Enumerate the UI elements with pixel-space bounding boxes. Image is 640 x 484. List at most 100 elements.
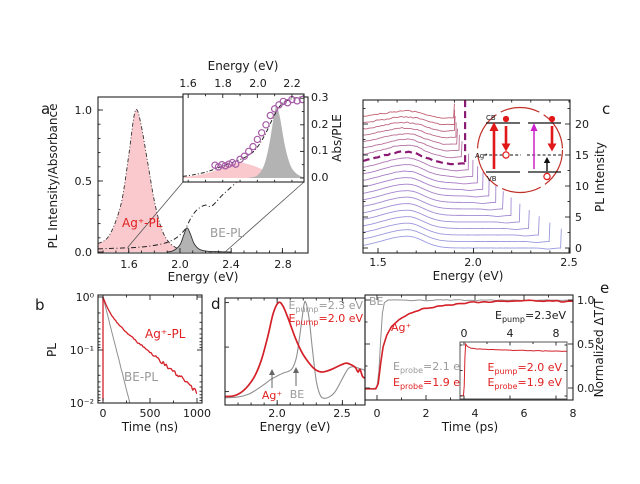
panel-a-inset-ytick-0_2: 0.2 xyxy=(311,118,329,131)
panel-e-inset-probe19-label: Eprobe=1.9 eV xyxy=(487,376,562,391)
panel-b-xlabel: Time (ns) xyxy=(121,420,178,434)
panel-e-inset-pump20-label: Epump=2.0 eV xyxy=(488,361,563,376)
ple-data-circle xyxy=(225,160,233,168)
waterfall-curve xyxy=(363,228,562,250)
panel-d-xtick-2: 2.5 xyxy=(333,407,351,420)
waterfall-curve xyxy=(363,122,457,139)
panel-c-letter: c xyxy=(602,100,610,118)
electron-dot-right xyxy=(548,115,556,123)
electron-dot-left xyxy=(502,115,510,123)
waterfall-curve xyxy=(363,209,530,230)
waterfall-curve xyxy=(363,203,521,224)
panel-d-plot-content xyxy=(225,300,365,399)
panel-a-xtick-3: 2.4 xyxy=(222,258,240,271)
ag-kinetics-curve xyxy=(365,299,573,390)
panel-a-xlabel: Energy (eV) xyxy=(168,270,239,284)
relax-arrowhead-right xyxy=(547,143,557,152)
panel-b-ytick-3: 10⁻² xyxy=(70,397,94,410)
panel-e-xtick-2: 2 xyxy=(423,407,430,420)
panel-d-ag-label: Ag⁺ xyxy=(262,389,283,402)
panel-d-xlabel: Energy (eV) xyxy=(260,420,331,434)
panel-b-letter: b xyxy=(35,296,45,314)
panel-a: a PL Intensity/Absorbance 1.0 0.5 0.0 1.… xyxy=(41,59,344,284)
panel-d-xtick-1: 2.0 xyxy=(268,407,286,420)
excite-arrowhead-left xyxy=(489,122,499,131)
panel-a-ag-pl-label: Ag⁺-PL xyxy=(122,216,163,230)
waterfall-curve xyxy=(363,128,458,145)
panel-e-letter: e xyxy=(600,279,609,297)
be-arrowhead xyxy=(293,367,299,373)
ple-data-circle xyxy=(257,129,266,137)
waterfall-curve-highlight xyxy=(363,150,466,166)
waterfall-curve xyxy=(363,191,504,211)
panel-e-ag-label: Ag⁺ xyxy=(391,321,412,334)
panel-a-plot-content xyxy=(98,108,237,253)
inset-absorbance-curve xyxy=(183,95,304,177)
inset-kinetics-curve xyxy=(460,342,567,397)
panel-a-inset-xtick-3: 2.0 xyxy=(249,77,267,90)
ag-pl-decay-curve xyxy=(102,296,198,401)
panel-e-plot-content xyxy=(365,299,573,390)
be-pl-band-fill xyxy=(167,227,232,252)
waterfall-curve xyxy=(363,159,474,178)
panel-b-plot-content xyxy=(102,296,198,403)
panel-a-inset-ylabel: Abs/PLE xyxy=(330,114,344,162)
panel-c-level-diagram: CB Ag⁺ VB xyxy=(475,106,564,194)
ple-data-circle xyxy=(240,152,249,160)
ple-data-circle xyxy=(279,97,287,106)
panel-e-ytick-0_5: 0.5 xyxy=(577,338,595,351)
panel-b: b PL 10⁰ 10⁻¹ 10⁻² 0 500 1000 Time (ns) … xyxy=(35,291,211,434)
ple-data-circle xyxy=(253,135,262,144)
panel-c: c 1.5 2.0 2.5 Energy (eV) 0 5 10 15 20 P… xyxy=(362,99,610,283)
waterfall-curve xyxy=(363,178,490,198)
panel-e-ytick-0_0: 0.0 xyxy=(577,382,595,395)
panel-c-xlabel: Energy (eV) xyxy=(433,269,504,283)
panel-c-ytick-5: 5 xyxy=(575,211,582,224)
panel-b-frame xyxy=(97,294,203,404)
hole-transfer-arrowhead xyxy=(543,157,551,163)
panel-b-xtick-2: 500 xyxy=(140,407,161,420)
panel-e-right-ylabel: Normalized ΔT/T xyxy=(592,298,606,397)
ple-data-circle xyxy=(262,121,270,129)
panel-a-ytick-0_0: 0.0 xyxy=(75,246,93,259)
ple-data-circle xyxy=(218,160,226,169)
panel-a-inset-ytick-0_0: 0.0 xyxy=(311,171,329,184)
panel-a-inset-xtick-4: 2.2 xyxy=(283,77,301,90)
panel-d-pump20-label: Epump=2.0 eV xyxy=(289,312,364,327)
be-pl-band-outline xyxy=(167,227,232,253)
panel-c-ytick-20: 20 xyxy=(575,118,589,131)
ple-data-circle xyxy=(228,158,236,167)
panel-e-inset-content xyxy=(460,342,567,397)
vb-label: VB xyxy=(487,175,497,183)
panel-b-xtick-3: 1000 xyxy=(183,407,211,420)
waterfall-curve xyxy=(363,103,455,119)
panel-e-inset-xtick-1: 0 xyxy=(461,327,468,340)
panel-b-be-pl-label: BE-PL xyxy=(124,370,158,384)
waterfall-curve xyxy=(363,216,540,237)
pump20-spectrum-curve xyxy=(225,301,365,398)
panel-a-inset-ytick-0_1: 0.1 xyxy=(311,144,329,157)
ple-data-circle xyxy=(211,161,219,169)
panel-a-letter: a xyxy=(41,100,50,118)
pump23-spectrum-curve xyxy=(225,300,365,399)
panel-b-ylabel: PL xyxy=(45,343,59,357)
panel-c-xtick-1: 1.5 xyxy=(369,256,387,269)
panel-e-frame xyxy=(364,294,574,401)
waterfall-curve xyxy=(363,134,460,152)
panel-e-pump23-label: Epump=2.3eV xyxy=(495,309,566,324)
panel-e-inset-xtick-3: 8 xyxy=(553,327,560,340)
panel-e-xlabel: Time (ps) xyxy=(441,420,498,434)
panel-e-ytick-1_0: 1.0 xyxy=(577,294,595,307)
panel-a-inset-xtick-2: 1.8 xyxy=(214,77,232,90)
panel-e-xtick-1: 0 xyxy=(374,407,381,420)
waterfall-curve xyxy=(363,184,497,204)
panel-e-be-label: BE xyxy=(369,295,384,308)
cb-label: CB xyxy=(486,114,496,122)
panel-e-inset-decorations xyxy=(460,342,567,399)
waterfall-curve xyxy=(363,172,484,191)
inset-callout-line-left xyxy=(127,181,184,248)
panel-b-decorations xyxy=(98,295,202,404)
panel-d-decorations xyxy=(225,298,356,405)
panel-b-ag-pl-label: Ag⁺-PL xyxy=(145,327,186,341)
panel-c-ytick-15: 15 xyxy=(575,149,589,162)
